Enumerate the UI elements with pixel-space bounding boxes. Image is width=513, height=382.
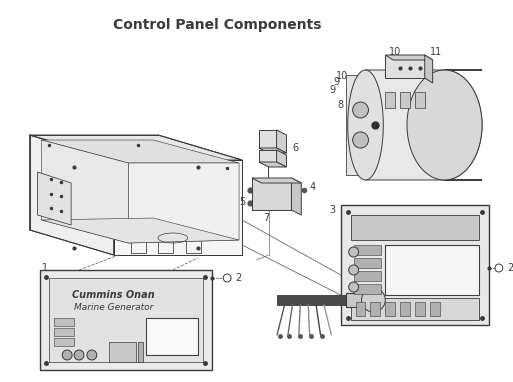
Circle shape bbox=[349, 247, 359, 257]
Bar bbox=[54, 318, 74, 326]
Polygon shape bbox=[259, 148, 286, 153]
Polygon shape bbox=[30, 135, 242, 160]
Text: 10: 10 bbox=[389, 47, 401, 57]
Circle shape bbox=[349, 265, 359, 275]
Circle shape bbox=[62, 350, 72, 360]
Bar bbox=[415, 92, 425, 108]
Text: 10: 10 bbox=[336, 71, 348, 81]
Polygon shape bbox=[259, 162, 286, 167]
Polygon shape bbox=[341, 205, 489, 325]
Polygon shape bbox=[42, 140, 239, 163]
Circle shape bbox=[352, 102, 368, 118]
Text: Marine Generator: Marine Generator bbox=[74, 304, 153, 312]
Polygon shape bbox=[252, 178, 301, 183]
Polygon shape bbox=[259, 150, 277, 162]
Text: 11: 11 bbox=[430, 47, 442, 57]
Text: 5: 5 bbox=[239, 197, 245, 207]
Bar bbox=[353, 245, 381, 255]
Polygon shape bbox=[113, 160, 242, 255]
Polygon shape bbox=[42, 140, 128, 243]
Bar bbox=[139, 342, 143, 362]
Polygon shape bbox=[425, 55, 432, 83]
Text: 1: 1 bbox=[42, 263, 48, 273]
Bar bbox=[54, 328, 74, 336]
Text: 7: 7 bbox=[264, 213, 270, 223]
Polygon shape bbox=[259, 130, 277, 148]
Text: 2: 2 bbox=[235, 273, 241, 283]
Circle shape bbox=[352, 132, 368, 148]
Polygon shape bbox=[365, 70, 482, 180]
Text: 9: 9 bbox=[330, 85, 336, 95]
Polygon shape bbox=[30, 135, 113, 255]
Polygon shape bbox=[277, 295, 346, 305]
Bar bbox=[400, 92, 410, 108]
Polygon shape bbox=[385, 55, 432, 60]
Polygon shape bbox=[277, 150, 286, 167]
Polygon shape bbox=[385, 245, 479, 295]
Polygon shape bbox=[40, 270, 212, 370]
Text: Control Panel Components: Control Panel Components bbox=[113, 18, 322, 32]
Circle shape bbox=[362, 288, 385, 312]
Text: 4: 4 bbox=[309, 182, 315, 192]
Polygon shape bbox=[49, 278, 203, 362]
Polygon shape bbox=[351, 298, 479, 320]
Bar bbox=[356, 302, 365, 316]
Polygon shape bbox=[277, 130, 286, 153]
Text: 9: 9 bbox=[333, 77, 340, 87]
Text: 6: 6 bbox=[292, 143, 299, 153]
Bar bbox=[353, 284, 381, 294]
Bar bbox=[109, 342, 136, 362]
Text: 3: 3 bbox=[330, 205, 336, 215]
Bar bbox=[385, 302, 395, 316]
Polygon shape bbox=[346, 75, 425, 175]
Bar bbox=[415, 302, 425, 316]
Polygon shape bbox=[291, 178, 301, 215]
Bar bbox=[370, 302, 380, 316]
Bar bbox=[353, 258, 381, 268]
Bar bbox=[54, 338, 74, 346]
Circle shape bbox=[74, 350, 84, 360]
Polygon shape bbox=[385, 55, 425, 78]
Polygon shape bbox=[42, 218, 239, 243]
Text: 2: 2 bbox=[507, 263, 513, 273]
Bar bbox=[400, 302, 410, 316]
Bar bbox=[430, 302, 440, 316]
Polygon shape bbox=[146, 318, 198, 355]
Bar bbox=[385, 92, 395, 108]
Bar bbox=[353, 271, 381, 281]
Text: 8: 8 bbox=[338, 100, 344, 110]
Polygon shape bbox=[346, 293, 364, 307]
Polygon shape bbox=[348, 70, 383, 180]
Polygon shape bbox=[252, 178, 291, 210]
Circle shape bbox=[349, 282, 359, 292]
Circle shape bbox=[87, 350, 97, 360]
Polygon shape bbox=[37, 172, 71, 225]
Polygon shape bbox=[351, 215, 479, 240]
Text: Cummins Onan: Cummins Onan bbox=[72, 290, 155, 300]
Polygon shape bbox=[128, 163, 239, 243]
Polygon shape bbox=[407, 70, 482, 180]
